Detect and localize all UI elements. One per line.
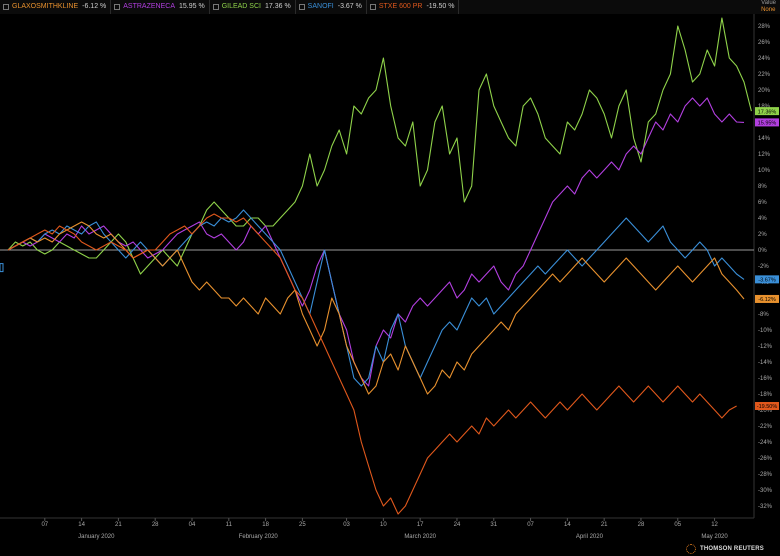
y-tick-label: 10% bbox=[758, 168, 771, 174]
x-month-label: April 2020 bbox=[576, 534, 604, 540]
y-tick-label: 8% bbox=[758, 184, 767, 190]
y-tick-label: 22% bbox=[758, 72, 771, 78]
x-tick-label: 31 bbox=[490, 522, 497, 528]
end-value-label: 17.36% bbox=[758, 109, 777, 115]
x-month-label: February 2020 bbox=[239, 534, 279, 540]
legend-name: ASTRAZENECA bbox=[123, 3, 175, 10]
y-tick-label: 0% bbox=[758, 248, 767, 254]
y-tick-label: 28% bbox=[758, 24, 771, 30]
series-line bbox=[7, 213, 737, 515]
end-value-badge bbox=[755, 294, 779, 303]
x-tick-label: 14 bbox=[564, 522, 571, 528]
legend-value: -3.67 % bbox=[337, 3, 362, 10]
x-tick-label: 12 bbox=[711, 522, 718, 528]
legend-value: 15.95 % bbox=[179, 3, 205, 10]
logo-mark-icon bbox=[685, 544, 696, 554]
y-tick-label: -24% bbox=[758, 440, 773, 446]
legend-name: GLAXOSMITHKLINE bbox=[12, 3, 79, 10]
series-line bbox=[7, 17, 752, 275]
end-value-label: -3.67% bbox=[758, 278, 776, 284]
value-box: Value None bbox=[761, 0, 776, 14]
y-tick-label: -18% bbox=[758, 392, 773, 398]
x-tick-label: 04 bbox=[189, 522, 196, 528]
y-tick-label: 18% bbox=[758, 104, 771, 110]
y-tick-label: 12% bbox=[758, 152, 771, 158]
y-tick-label: -30% bbox=[758, 488, 773, 494]
legend-item[interactable]: GILEAD SCI 17.36 % bbox=[210, 0, 296, 14]
series-line bbox=[7, 221, 745, 395]
x-tick-label: 24 bbox=[454, 522, 461, 528]
legend-item[interactable]: GLAXOSMITHKLINE -6.12 % bbox=[0, 0, 112, 14]
x-tick-label: 25 bbox=[299, 522, 306, 528]
x-tick-label: 21 bbox=[601, 522, 608, 528]
y-tick-label: 24% bbox=[758, 56, 771, 62]
legend-checkbox-icon[interactable] bbox=[369, 4, 376, 10]
x-tick-label: 17 bbox=[417, 522, 424, 528]
x-month-label: May 2020 bbox=[701, 534, 728, 540]
y-tick-label: -12% bbox=[758, 344, 773, 350]
legend-checkbox-icon[interactable] bbox=[114, 4, 121, 10]
y-tick-label: 26% bbox=[758, 40, 771, 46]
y-tick-label: 14% bbox=[758, 136, 771, 142]
y-tick-label: -20% bbox=[758, 408, 773, 414]
value-sub: None bbox=[761, 7, 776, 13]
y-tick-label: 6% bbox=[758, 200, 767, 206]
legend-name: STXE 600 PR bbox=[378, 3, 423, 10]
legend-name: SANOFI bbox=[307, 3, 334, 10]
legend-checkbox-icon[interactable] bbox=[3, 4, 9, 10]
legend-name: GILEAD SCI bbox=[221, 3, 261, 10]
x-tick-label: 14 bbox=[78, 522, 85, 528]
y-tick-label: 2% bbox=[758, 232, 767, 238]
y-tick-label: 4% bbox=[758, 216, 767, 222]
end-value-label: 15.95% bbox=[758, 121, 777, 127]
end-value-badge bbox=[755, 275, 779, 284]
x-month-label: March 2020 bbox=[404, 534, 436, 540]
legend-item[interactable]: SANOFI -3.67 % bbox=[296, 0, 367, 14]
legend-value: -6.12 % bbox=[82, 3, 107, 10]
end-value-badge bbox=[755, 118, 779, 127]
end-value-badge bbox=[755, 402, 779, 410]
end-value-label: -19.50% bbox=[757, 404, 778, 410]
x-month-label: January 2020 bbox=[78, 534, 115, 540]
x-tick-label: 28 bbox=[152, 522, 159, 528]
legend-value: 17.36 % bbox=[264, 3, 291, 10]
x-tick-label: 28 bbox=[638, 522, 645, 528]
left-marker-icon bbox=[0, 263, 4, 273]
x-tick-label: 21 bbox=[115, 522, 122, 528]
line-chart: -32% -30% -28% -26% -24% -22% -20% -18% -16% -14%… bbox=[0, 14, 779, 540]
legend-item[interactable]: STXE 600 PR -19.50 % bbox=[367, 0, 460, 14]
logo-text: THOMSON REUTERS bbox=[699, 546, 764, 552]
y-tick-label: -16% bbox=[758, 376, 773, 382]
y-tick-label: -22% bbox=[758, 424, 773, 430]
y-tick-label: -14% bbox=[758, 360, 773, 366]
legend-checkbox-icon[interactable] bbox=[298, 4, 305, 10]
x-tick-label: 03 bbox=[343, 522, 350, 528]
end-value-badge bbox=[755, 107, 779, 116]
y-tick-label: -10% bbox=[758, 328, 773, 334]
legend-checkbox-icon[interactable] bbox=[212, 4, 219, 10]
y-tick-label: -26% bbox=[758, 456, 773, 462]
y-tick-label: -32% bbox=[758, 504, 773, 510]
y-tick-label: -2% bbox=[758, 264, 769, 270]
y-tick-label: -28% bbox=[758, 472, 773, 478]
value-label: Value bbox=[761, 0, 776, 6]
series-line bbox=[7, 209, 745, 387]
x-tick-label: 18 bbox=[262, 522, 269, 528]
x-tick-label: 07 bbox=[527, 522, 534, 528]
legend-bar: GLAXOSMITHKLINE -6.12 % ASTRAZENECA 15.95 %… bbox=[0, 0, 780, 14]
end-value-label: -6.12% bbox=[758, 297, 776, 303]
y-tick-label: 20% bbox=[758, 88, 771, 94]
thomson-reuters-logo: THOMSON REUTERS bbox=[685, 544, 764, 554]
x-tick-label: 05 bbox=[674, 522, 681, 528]
x-tick-label: 10 bbox=[380, 522, 387, 528]
legend-value: -19.50 % bbox=[426, 3, 455, 10]
x-tick-label: 11 bbox=[226, 522, 233, 528]
legend-item[interactable]: ASTRAZENECA 15.95 % bbox=[111, 0, 210, 14]
y-tick-label: -8% bbox=[758, 312, 769, 318]
x-tick-label: 07 bbox=[41, 522, 48, 528]
